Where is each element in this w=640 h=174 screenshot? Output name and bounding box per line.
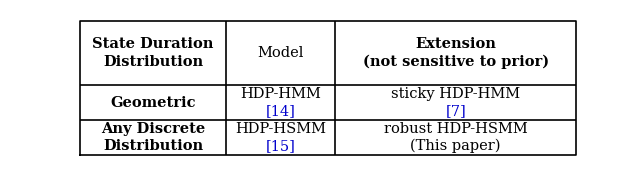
- Text: [14]: [14]: [266, 104, 296, 118]
- Text: HDP-HMM: HDP-HMM: [241, 87, 321, 101]
- Text: sticky HDP-HMM: sticky HDP-HMM: [391, 87, 520, 101]
- Text: Model: Model: [258, 46, 304, 60]
- Text: Any Discrete: Any Discrete: [101, 122, 205, 136]
- Text: [15]: [15]: [266, 139, 296, 153]
- Text: Extension: Extension: [415, 37, 496, 51]
- Text: (not sensitive to prior): (not sensitive to prior): [363, 54, 548, 69]
- Text: robust HDP-HSMM: robust HDP-HSMM: [384, 122, 527, 136]
- Text: HDP-HSMM: HDP-HSMM: [236, 122, 326, 136]
- Text: Geometric: Geometric: [111, 96, 196, 110]
- Text: (This paper): (This paper): [410, 139, 501, 153]
- Text: Distribution: Distribution: [103, 139, 204, 153]
- Text: [7]: [7]: [445, 104, 466, 118]
- Text: State Duration: State Duration: [92, 37, 214, 51]
- Text: Distribution: Distribution: [103, 55, 204, 69]
